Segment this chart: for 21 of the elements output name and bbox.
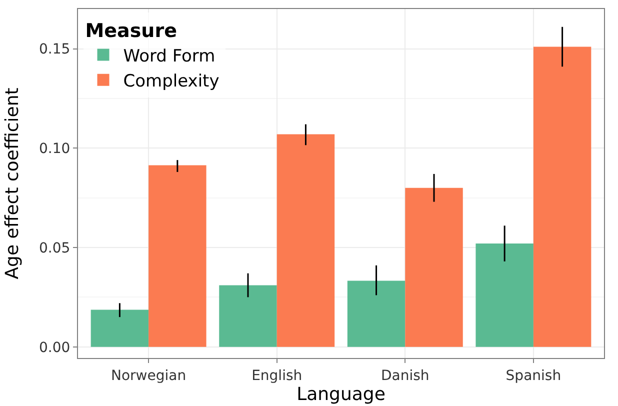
bar [148, 165, 206, 347]
bar [219, 285, 277, 347]
bar [90, 310, 149, 347]
y-tick-label: 0.00 [39, 340, 70, 356]
x-axis-title: Language [296, 384, 386, 405]
x-tick-label: Danish [381, 368, 430, 384]
bar [476, 244, 534, 347]
x-tick-label: Norwegian [111, 368, 186, 384]
bar [405, 188, 463, 347]
legend-label: Word Form [123, 46, 216, 66]
y-tick-label: 0.05 [39, 240, 70, 256]
legend-title: Measure [85, 20, 177, 42]
y-axis-title: Age effect coefficient [2, 88, 24, 280]
bar [533, 46, 592, 347]
bar [347, 280, 406, 347]
x-tick-label: Spanish [506, 368, 562, 384]
legend-label: Complexity [123, 71, 220, 92]
y-tick-label: 0.15 [39, 42, 70, 58]
bar [276, 134, 335, 347]
y-tick-label: 0.10 [39, 141, 70, 158]
x-tick-label: English [252, 368, 302, 384]
